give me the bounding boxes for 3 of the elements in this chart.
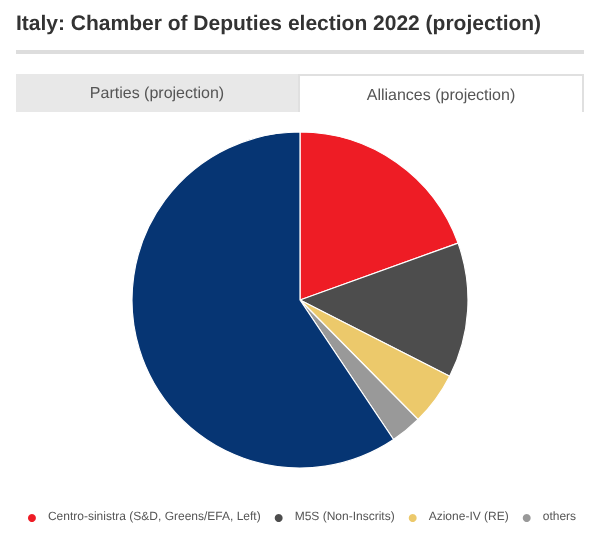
text: Alliances (projection) bbox=[298, 74, 584, 112]
text: Parties (projection) bbox=[16, 74, 298, 112]
chart-title: Italy: Chamber of Deputies election 2022 (projection) bbox=[16, 12, 542, 36]
